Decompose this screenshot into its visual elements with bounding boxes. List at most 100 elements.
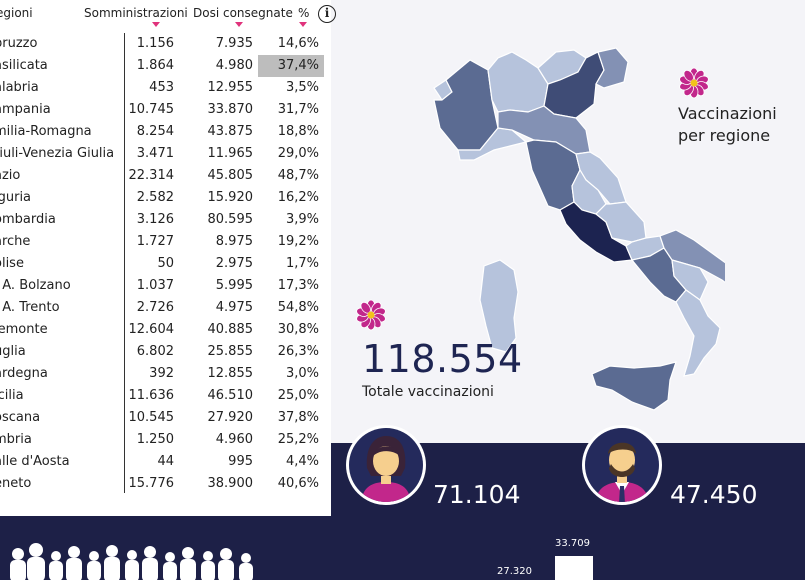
map-region-calabria[interactable]: [675, 289, 721, 377]
map-region-lombardia[interactable]: [487, 51, 549, 113]
somministrazioni-cell: 10.545: [128, 410, 175, 425]
table-row[interactable]: riuli-Venezia Giulia 3.471 11.965 29,0%: [0, 143, 330, 165]
header-percent[interactable]: %: [294, 0, 312, 34]
region-cell: mbria: [0, 432, 32, 447]
somministrazioni-cell: 1.037: [136, 278, 174, 293]
percent-cell: 3,0%: [285, 366, 319, 381]
region-cell: milia-Romagna: [0, 124, 92, 139]
table-row[interactable]: milia-Romagna 8.254 43.875 18,8%: [0, 121, 330, 143]
region-cell: . A. Trento: [0, 300, 60, 315]
percent-cell: 29,0%: [277, 146, 319, 161]
flower-icon: [356, 299, 386, 331]
map-region-sicilia[interactable]: [591, 361, 677, 411]
table-row[interactable]: uglia 6.802 25.855 26,3%: [0, 341, 330, 363]
dosi-cell: 12.855: [207, 366, 254, 381]
region-cell: uglia: [0, 344, 26, 359]
column-divider: [124, 33, 125, 493]
table-row[interactable]: alabria 453 12.955 3,5%: [0, 77, 330, 99]
percent-cell: 19,2%: [277, 234, 319, 249]
region-cell: bruzzo: [0, 36, 38, 51]
percent-cell: 18,8%: [277, 124, 319, 139]
somministrazioni-cell: 3.126: [136, 212, 174, 227]
region-cell: asilicata: [0, 58, 48, 73]
percent-cell: 25,2%: [277, 432, 319, 447]
dosi-cell: 8.975: [215, 234, 253, 249]
table-row[interactable]: iguria 2.582 15.920 16,2%: [0, 187, 330, 209]
dosi-cell: 45.805: [207, 168, 254, 183]
sort-desc-icon[interactable]: [299, 22, 307, 27]
somministrazioni-cell: 10.745: [128, 102, 175, 117]
somministrazioni-cell: 453: [149, 80, 174, 95]
somministrazioni-cell: 2.726: [136, 300, 174, 315]
female-avatar-icon: [346, 425, 426, 505]
table-row[interactable]: . A. Bolzano 1.037 5.995 17,3%: [0, 275, 330, 297]
dosi-cell: 33.870: [207, 102, 254, 117]
table-row[interactable]: ampania 10.745 33.870 31,7%: [0, 99, 330, 121]
sort-desc-icon[interactable]: [235, 22, 243, 27]
dosi-cell: 2.975: [215, 256, 253, 271]
table-row[interactable]: icilia 11.636 46.510 25,0%: [0, 385, 330, 407]
table-row[interactable]: eneto 15.776 38.900 40,6%: [0, 473, 330, 495]
table-row[interactable]: oscana 10.545 27.920 37,8%: [0, 407, 330, 429]
region-cell: olise: [0, 256, 24, 271]
header-region[interactable]: egioni: [0, 0, 80, 34]
table-row[interactable]: mbria 1.250 4.960 25,2%: [0, 429, 330, 451]
table-row[interactable]: olise 50 2.975 1,7%: [0, 253, 330, 275]
male-vaccinations-value: 47.450: [670, 480, 758, 509]
dosi-cell: 25.855: [207, 344, 254, 359]
table-row[interactable]: asilicata 1.864 4.980 37,4%: [0, 55, 330, 77]
header-somministrazioni-label: Somministrazioni: [84, 6, 188, 20]
region-cell: alabria: [0, 80, 39, 95]
table-row[interactable]: arche 1.727 8.975 19,2%: [0, 231, 330, 253]
dosi-cell: 11.965: [207, 146, 254, 161]
region-cell: arche: [0, 234, 31, 249]
age-bar-label: 33.709: [555, 538, 590, 549]
percent-cell: 1,7%: [285, 256, 319, 271]
percent-cell: 37,8%: [277, 410, 319, 425]
table-row[interactable]: azio 22.314 45.805 48,7%: [0, 165, 330, 187]
somministrazioni-cell: 22.314: [128, 168, 175, 183]
table-row[interactable]: alle d'Aosta 44 995 4,4%: [0, 451, 330, 473]
percent-cell: 31,7%: [277, 102, 319, 117]
flower-icon: [679, 67, 709, 99]
region-cell: icilia: [0, 388, 24, 403]
map-title: Vaccinazioni per regione: [678, 103, 777, 147]
total-vaccinations-label: Totale vaccinazioni: [362, 384, 494, 400]
somministrazioni-cell: 50: [157, 256, 174, 271]
selected-cell-highlight: [258, 55, 324, 77]
header-somministrazioni[interactable]: Somministrazioni: [84, 0, 188, 34]
somministrazioni-cell: 15.776: [128, 476, 175, 491]
age-bar[interactable]: [555, 556, 593, 580]
dosi-cell: 5.995: [215, 278, 253, 293]
map-region-sardegna[interactable]: [479, 259, 519, 353]
table-row[interactable]: iemonte 12.604 40.885 30,8%: [0, 319, 330, 341]
table-row[interactable]: ombardia 3.126 80.595 3,9%: [0, 209, 330, 231]
header-dosi-consegnate[interactable]: Dosi consegnate: [193, 0, 293, 34]
somministrazioni-cell: 44: [157, 454, 174, 469]
region-cell: ardegna: [0, 366, 48, 381]
dosi-cell: 4.975: [215, 300, 253, 315]
somministrazioni-cell: 1.864: [136, 58, 174, 73]
region-table: egioni Somministrazioni Dosi consegnate …: [0, 0, 336, 516]
map-region-emilia-romagna[interactable]: [497, 105, 591, 155]
male-avatar-icon: [582, 425, 662, 505]
region-cell: riuli-Venezia Giulia: [0, 146, 115, 161]
sort-desc-icon[interactable]: [152, 22, 160, 27]
dosi-cell: 27.920: [207, 410, 254, 425]
region-cell: iemonte: [0, 322, 48, 337]
table-row[interactable]: . A. Trento 2.726 4.975 54,8%: [0, 297, 330, 319]
info-icon[interactable]: i: [318, 5, 336, 23]
map-region-friuli[interactable]: [595, 47, 629, 89]
table-row[interactable]: ardegna 392 12.855 3,0%: [0, 363, 330, 385]
map-region-liguria[interactable]: [457, 127, 528, 161]
table-row[interactable]: bruzzo 1.156 7.935 14,6%: [0, 33, 330, 55]
map-region-basilicata[interactable]: [671, 259, 709, 301]
dosi-cell: 995: [228, 454, 253, 469]
map-region-veneto[interactable]: [543, 51, 605, 119]
italy-regions-map: [433, 47, 725, 411]
somministrazioni-cell: 1.156: [136, 36, 174, 51]
header-percent-label: %: [298, 6, 310, 20]
region-cell: eneto: [0, 476, 32, 491]
dosi-cell: 12.955: [207, 80, 254, 95]
somministrazioni-cell: 8.254: [136, 124, 174, 139]
